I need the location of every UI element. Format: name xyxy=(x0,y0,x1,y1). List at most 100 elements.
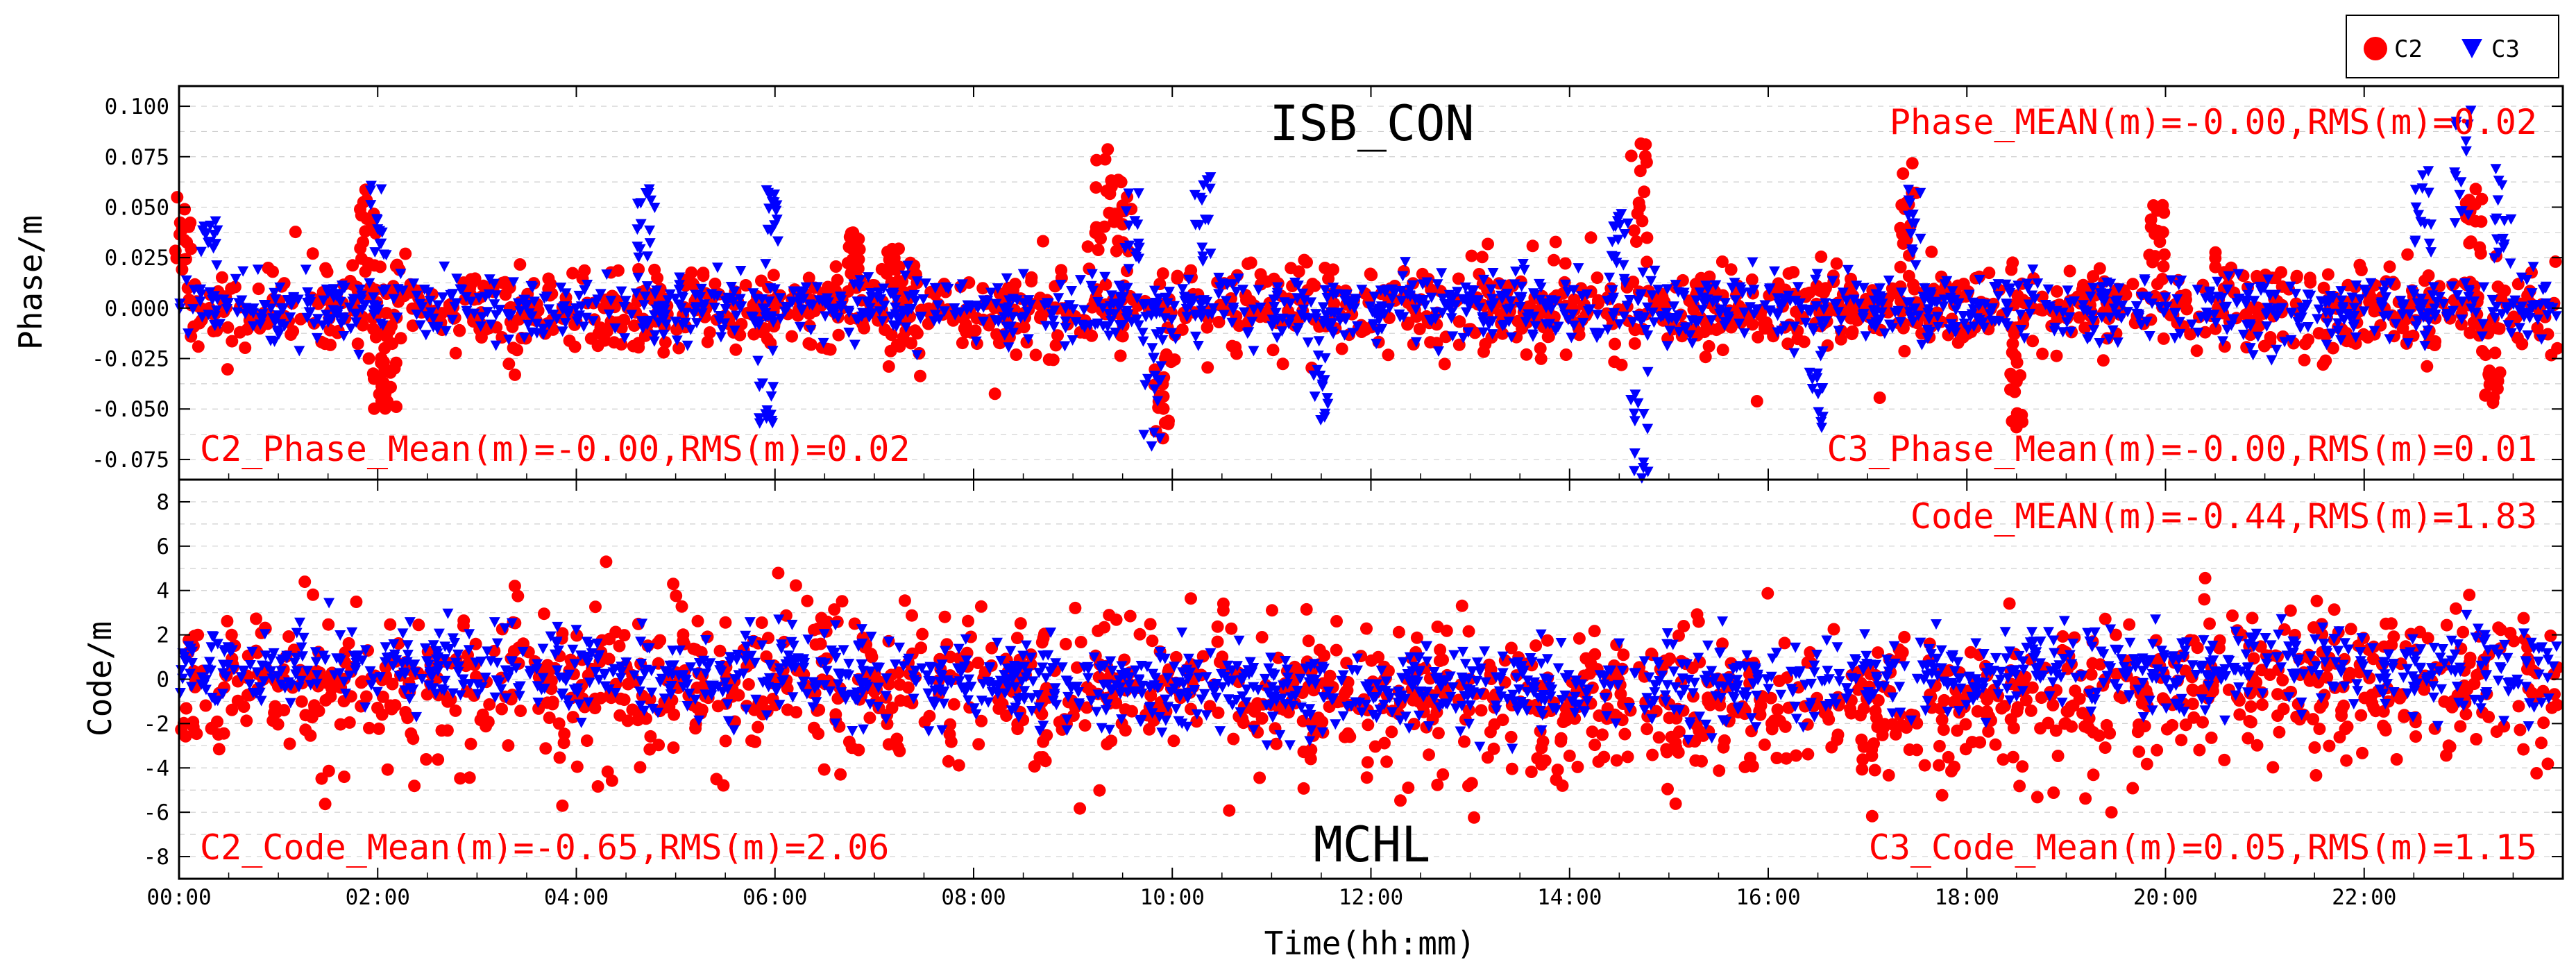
c2-point xyxy=(1615,358,1628,371)
c3-point xyxy=(2454,189,2466,201)
c3-point xyxy=(1989,282,2001,292)
c2-point xyxy=(2498,720,2511,733)
c3-point xyxy=(501,309,513,320)
c2-point xyxy=(2357,328,2370,341)
c2-point xyxy=(648,263,661,276)
c3-point xyxy=(1840,683,1852,694)
c3-point xyxy=(1341,289,1353,301)
c3-point xyxy=(345,323,357,335)
c2-point xyxy=(432,753,445,766)
c3-point xyxy=(766,416,778,426)
c2-point xyxy=(858,321,871,335)
c3-point xyxy=(301,312,313,323)
c3-point xyxy=(2244,343,2256,354)
c2-point xyxy=(711,700,724,713)
c3-point xyxy=(1086,269,1098,280)
c3-point xyxy=(1922,333,1933,344)
c3-point xyxy=(2228,314,2239,325)
c2-point xyxy=(381,763,394,776)
c2-point xyxy=(1897,167,1910,180)
c3-point xyxy=(2451,290,2463,301)
c2-point xyxy=(384,618,397,631)
c3-point xyxy=(2415,301,2427,312)
c2-point xyxy=(719,616,732,629)
c3-point xyxy=(2205,295,2217,306)
c2-point xyxy=(1831,733,1844,746)
c3-point xyxy=(2459,278,2471,289)
c3-point xyxy=(537,323,549,335)
c3-point xyxy=(2133,311,2145,322)
c2-point xyxy=(384,699,397,712)
c3-point xyxy=(890,321,902,332)
y-tick-label: 0.050 xyxy=(105,195,169,220)
c3-point xyxy=(910,296,922,307)
c3-point xyxy=(2096,312,2108,323)
c3-point xyxy=(2015,310,2026,321)
c3-point xyxy=(1497,321,1509,332)
c3-point xyxy=(1208,303,1219,314)
c2-point xyxy=(1465,249,1478,262)
c3-point xyxy=(514,306,526,317)
c3-point xyxy=(620,296,632,307)
c3-point xyxy=(2334,308,2346,319)
c3-point xyxy=(1313,336,1325,347)
c3-point xyxy=(720,296,731,307)
c3-point xyxy=(2460,136,2472,147)
c3-point xyxy=(1126,317,1137,328)
c3-point xyxy=(1192,341,1204,351)
c2-point xyxy=(1830,257,1843,270)
c2-point xyxy=(482,716,495,728)
c3-point xyxy=(2261,321,2273,332)
c2-point xyxy=(580,734,593,748)
phase-c2-series xyxy=(169,137,2564,445)
c2-point xyxy=(2380,617,2392,630)
c2-point xyxy=(1790,749,1803,762)
c3-point xyxy=(1053,293,1065,304)
c3-point xyxy=(1061,725,1073,736)
c2-point xyxy=(695,703,709,716)
c3-point xyxy=(1371,339,1382,349)
c3-point xyxy=(1577,317,1589,328)
c2-point xyxy=(385,319,398,332)
c2-point xyxy=(1335,342,1348,355)
c3-point xyxy=(1854,298,1865,310)
c3-point xyxy=(1191,709,1203,720)
c3-point xyxy=(2258,283,2270,294)
c2-point xyxy=(2242,732,2255,745)
c3-point xyxy=(1707,297,1719,308)
c3-point xyxy=(528,296,540,307)
c3-point xyxy=(1965,312,1976,323)
c3-point xyxy=(1056,662,1068,673)
c3-point xyxy=(1048,321,1060,332)
c2-point xyxy=(947,698,960,711)
c3-point xyxy=(1047,315,1059,326)
c2-point xyxy=(2158,248,2171,261)
c2-point xyxy=(1609,337,1621,351)
c3-point xyxy=(347,296,359,307)
c3-point xyxy=(765,410,777,421)
c3-point xyxy=(890,302,901,313)
c3-point xyxy=(2112,295,2123,306)
c3-point xyxy=(1618,311,1630,322)
c2-point xyxy=(552,717,566,730)
c2-point xyxy=(457,619,470,632)
c3-point xyxy=(423,287,434,298)
c2-point xyxy=(1203,700,1217,713)
c3-point xyxy=(1923,314,1935,325)
c2-point xyxy=(1255,631,1269,643)
c3-point xyxy=(1131,293,1143,304)
c3-point xyxy=(195,246,207,258)
c2-point xyxy=(1542,330,1555,343)
c3-point xyxy=(761,185,772,196)
c3-point xyxy=(1932,312,1944,323)
c3-point xyxy=(2437,298,2449,310)
c3-point xyxy=(2437,644,2448,655)
c3-point xyxy=(1609,307,1620,319)
c3-point xyxy=(2355,294,2366,305)
c3-point xyxy=(508,277,519,288)
c2-point xyxy=(386,677,399,691)
y-tick-label: 0.025 xyxy=(105,246,169,271)
c3-point xyxy=(1933,322,1944,332)
c2-point xyxy=(1051,329,1064,342)
y-tick-label: -0.025 xyxy=(92,347,169,372)
